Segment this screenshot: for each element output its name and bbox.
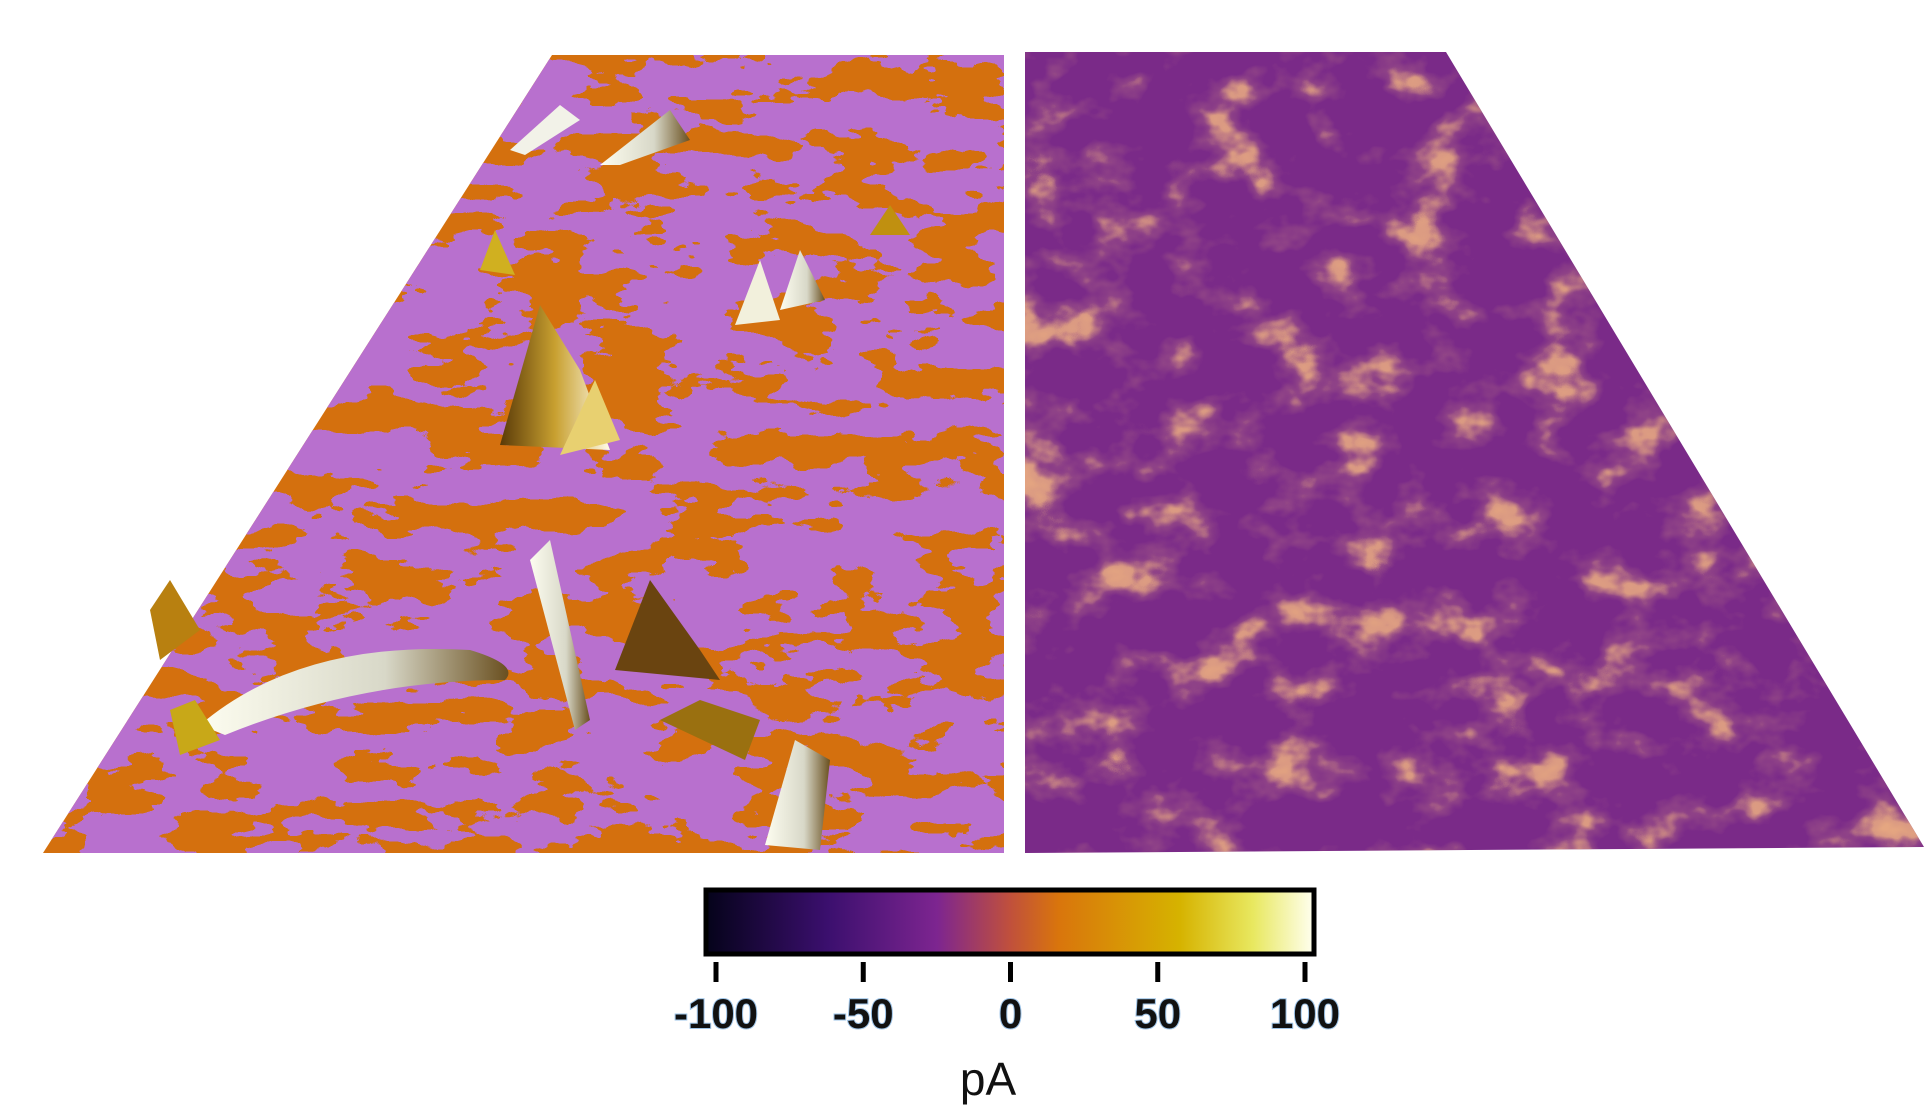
colorbar-label: pA [960, 1053, 1017, 1105]
tick-label: -50 [833, 990, 894, 1037]
tick-label: 100 [1270, 990, 1340, 1037]
page: -100-50050100 pA (() => { const data = J… [0, 0, 1924, 1107]
colorbar-axis: -100 -50 0 50 100 [674, 962, 1340, 1037]
right-surface [1020, 45, 1924, 860]
tick-label: 0 [999, 990, 1022, 1037]
tick-label: -100 [674, 990, 758, 1037]
colorbar [706, 890, 1314, 954]
figure: -100 -50 0 50 100 pA [0, 0, 1924, 1107]
tick-label: 50 [1134, 990, 1181, 1037]
